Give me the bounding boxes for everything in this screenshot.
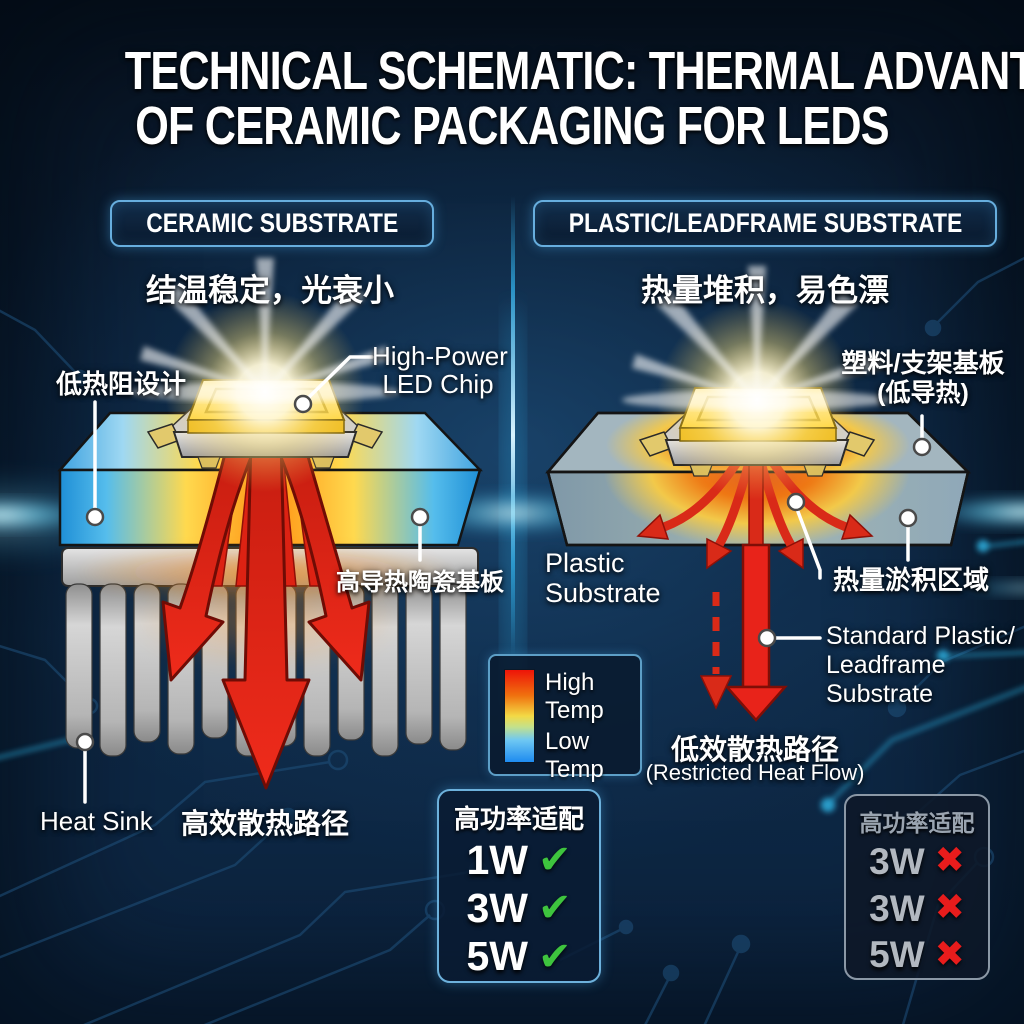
dot-heat-sink	[75, 732, 95, 752]
check-icon: ✔	[537, 837, 572, 884]
power-row: 3W ✔	[466, 884, 571, 932]
cross-icon: ✖	[934, 887, 965, 928]
power-row: 5W ✔	[466, 933, 571, 981]
dot-standard-substrate	[757, 628, 777, 648]
power-box-plastic-title: 高功率适配	[859, 810, 975, 836]
watt-value: 3W	[466, 884, 528, 931]
header-ceramic-substrate: CERAMIC SUBSTRATE	[110, 200, 434, 247]
led-flare-streak	[130, 382, 400, 402]
cross-icon: ✖	[934, 933, 965, 975]
watt-value: 5W	[869, 934, 925, 976]
arrow-left-curved	[161, 444, 255, 682]
watt-value: 5W	[466, 933, 528, 980]
label-led-chip-line2: LED Chip	[382, 369, 494, 399]
label-ceramic-substrate: 高导热陶瓷基板	[336, 569, 504, 596]
label-inefficient-path: 低效散热路径	[670, 734, 839, 765]
power-row: 3W ✖	[869, 885, 965, 932]
power-row: 5W ✖	[869, 931, 965, 978]
subtitle-plastic: 热量堆积，易色漂	[641, 273, 889, 308]
watt-value: 1W	[466, 836, 528, 883]
label-heat-accumulation: 热量淤积区域	[833, 565, 990, 595]
arrow-main-head	[724, 685, 788, 722]
label-led-chip-line1: High-Power	[372, 341, 508, 371]
header-plastic-label: PLASTIC/LEADFRAME SUBSTRATE	[568, 208, 962, 238]
dot-heat-accumulation-left	[786, 492, 806, 512]
label-plastic-frame: 塑料/支架基板 (低导热)	[832, 348, 1014, 408]
power-row: 1W ✔	[466, 836, 571, 884]
header-plastic-substrate: PLASTIC/LEADFRAME SUBSTRATE	[533, 200, 997, 247]
arrow-right-curved	[277, 444, 371, 682]
circuit-pattern	[0, 256, 1024, 1024]
subtitle-ceramic: 结温稳定，光衰小	[146, 273, 394, 308]
label-plastic-frame-line1: 塑料/支架基板	[841, 348, 1005, 378]
arrow-main-shaft	[741, 543, 771, 689]
label-standard-line3: Substrate	[826, 680, 934, 708]
label-heat-sink: Heat Sink	[40, 806, 153, 836]
label-efficient-path: 高效散热路径	[180, 808, 349, 839]
label-plastic-substrate-line2: Substrate	[545, 578, 661, 608]
label-led-chip: High-Power LED Chip	[372, 341, 508, 399]
label-standard-substrate: Standard Plastic/ Leadframe Substrate	[826, 622, 1015, 709]
title-line-2: OF CERAMIC PACKAGING FOR LEDS	[135, 96, 889, 156]
label-restricted-heat-flow: (Restricted Heat Flow)	[645, 760, 865, 785]
power-box-ceramic: 高功率适配 1W ✔ 3W ✔ 5W ✔	[437, 789, 601, 983]
arrow-dashed-head	[699, 675, 733, 710]
power-box-ceramic-title: 高功率适配	[453, 804, 584, 834]
legend-high-temp: High Temp	[545, 669, 604, 724]
label-standard-line2: Leadframe	[826, 651, 946, 679]
cross-icon: ✖	[934, 840, 965, 882]
header-ceramic-label: CERAMIC SUBSTRATE	[145, 208, 399, 238]
dot-plastic-frame	[912, 437, 932, 457]
label-low-thermal-resistance: 低热阻设计	[56, 369, 187, 399]
check-icon: ✔	[537, 933, 572, 980]
label-plastic-substrate: Plastic Substrate	[545, 548, 661, 608]
label-plastic-frame-line2: (低导热)	[877, 379, 969, 407]
check-icon: ✔	[537, 885, 572, 932]
dot-low-thermal	[85, 507, 105, 527]
led-chip-package	[130, 258, 400, 492]
label-plastic-substrate-line1: Plastic	[545, 548, 625, 578]
watt-value: 3W	[869, 887, 925, 929]
callout-dots	[75, 394, 932, 752]
power-row: 3W ✖	[869, 838, 965, 885]
watt-value: 3W	[869, 840, 925, 882]
dot-led-chip	[293, 394, 313, 414]
callouts	[83, 355, 924, 804]
temperature-gradient-bar	[504, 669, 535, 763]
temperature-legend: High Temp Low Temp	[488, 654, 642, 783]
page-title: TECHNICAL SCHEMATIC: THERMAL ADVANTAGE O…	[0, 44, 1024, 154]
label-standard-line1: Standard Plastic/	[826, 622, 1015, 650]
title-line-1: TECHNICAL SCHEMATIC: THERMAL ADVANTAGE	[124, 41, 1024, 101]
power-box-plastic: 高功率适配 3W ✖ 3W ✖ 5W ✖	[844, 794, 990, 980]
dot-heat-accumulation-right	[898, 508, 918, 528]
dot-ceramic-substrate	[410, 507, 430, 527]
legend-low-temp: Low Temp	[545, 728, 604, 783]
